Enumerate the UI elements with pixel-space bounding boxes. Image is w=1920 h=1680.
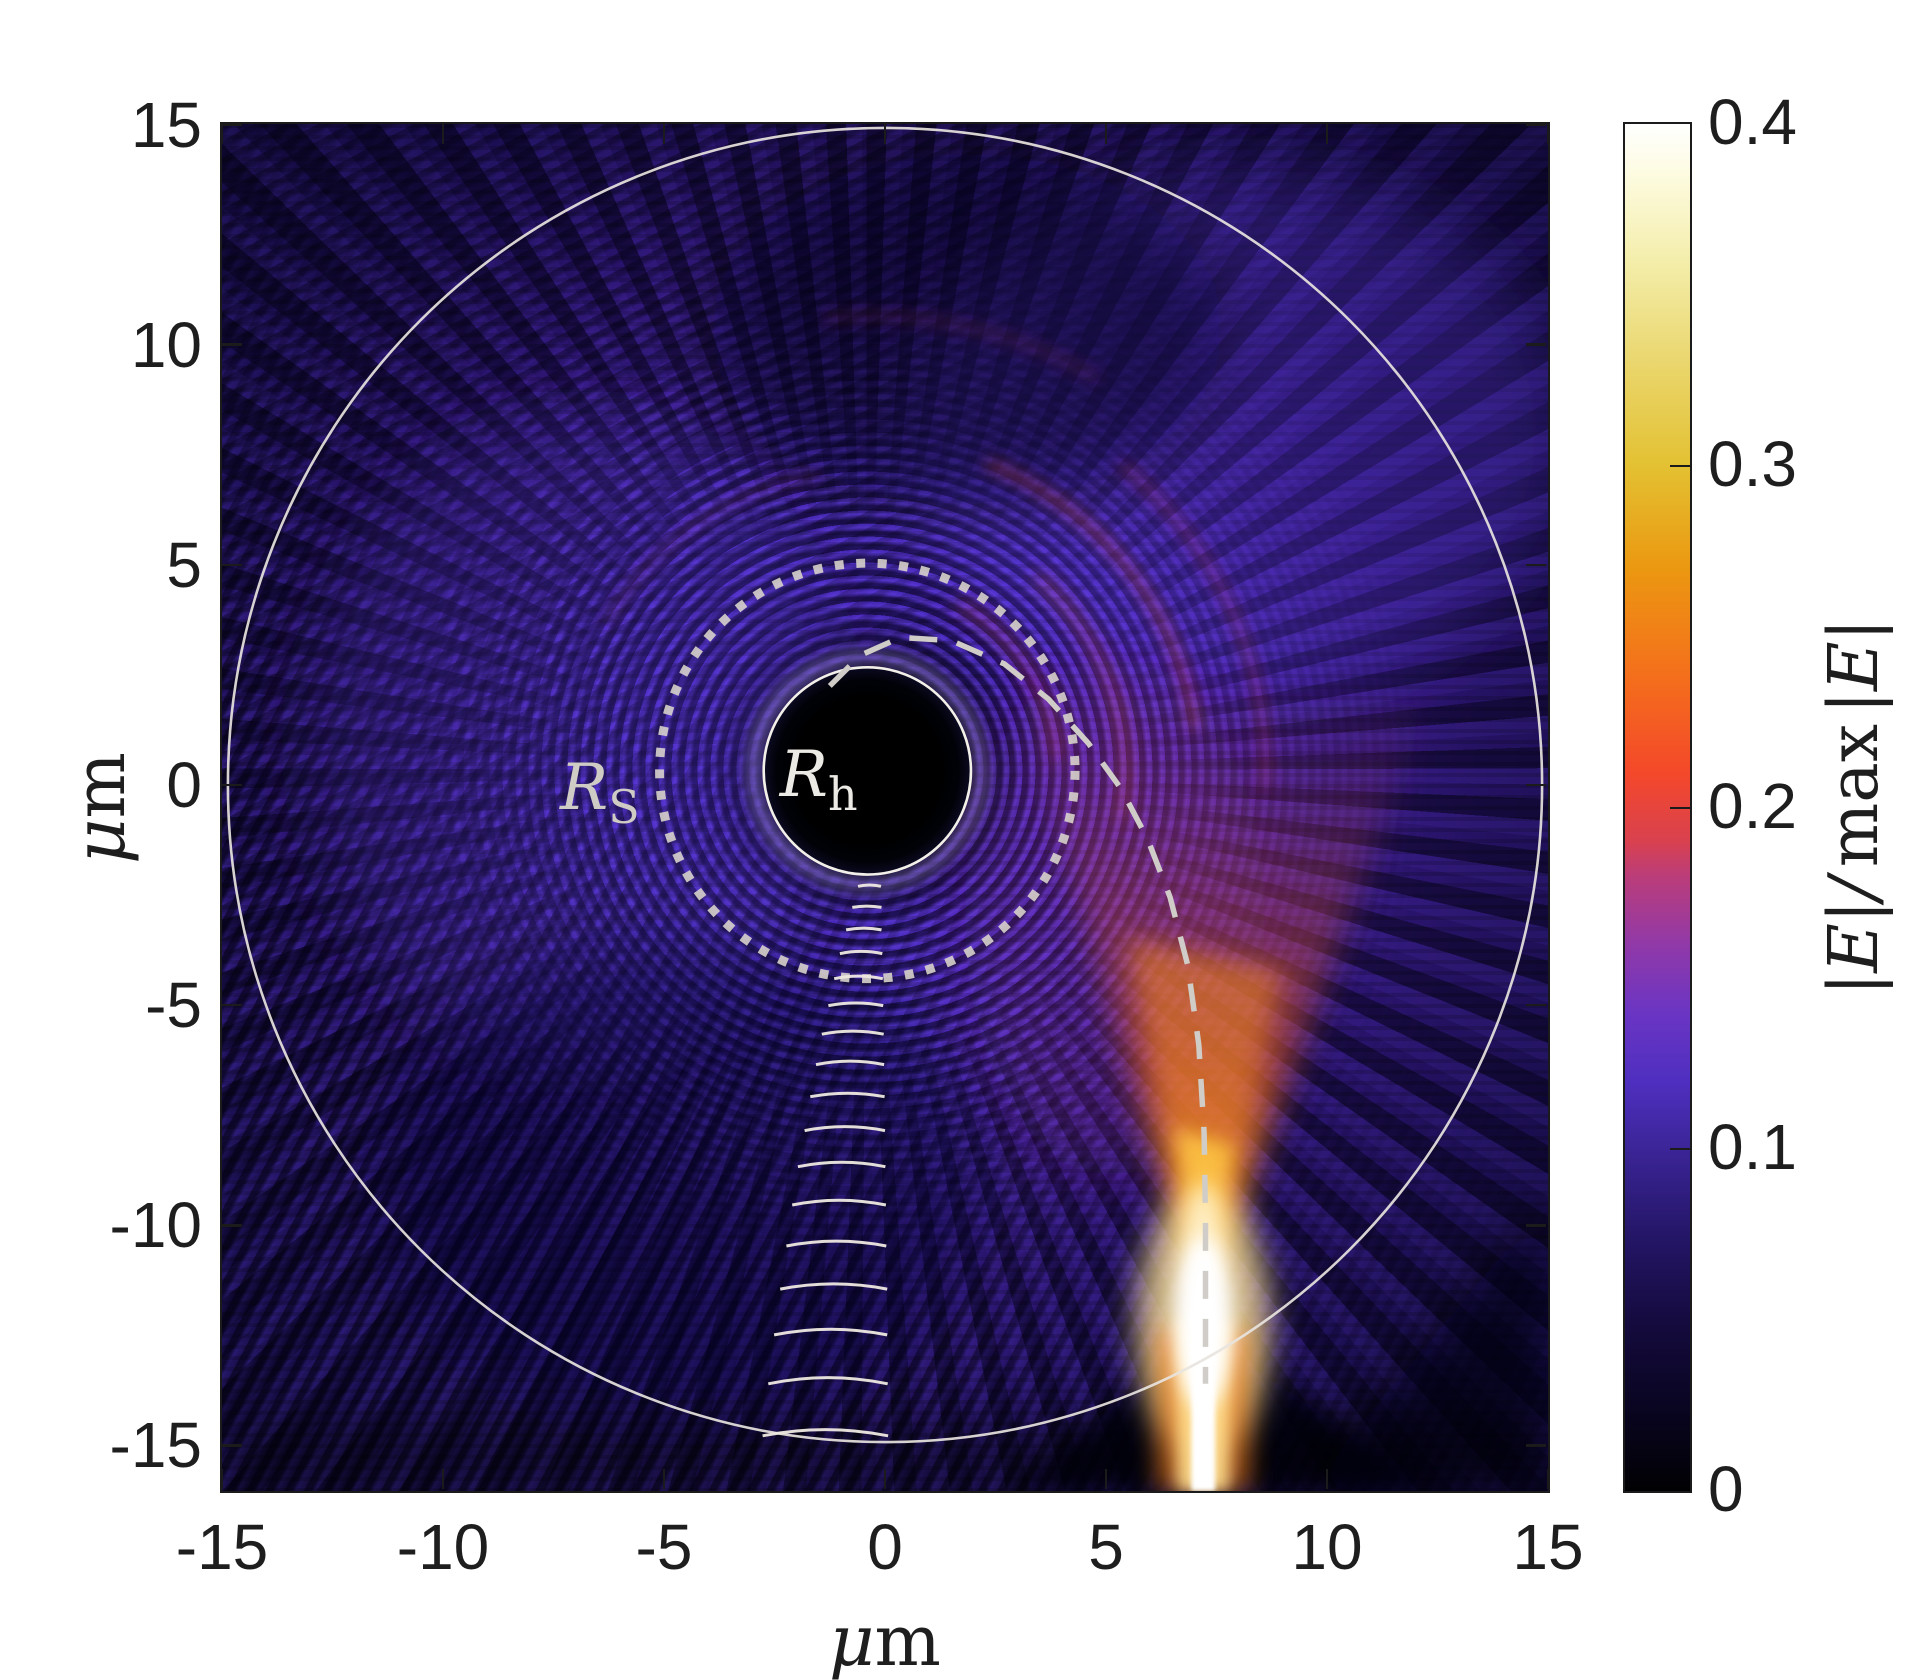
y-tick-mark [222,1444,242,1447]
y-tick-label: 10 [130,308,202,381]
x-tick-label: 5 [1088,1511,1124,1583]
colorbar-tick-label: 0.2 [1708,769,1797,842]
x-tick-mark-top [1325,124,1329,144]
wavefront-lines [762,883,889,1438]
x-tick-mark [1104,1469,1108,1489]
colorbar-tick-label: 0.3 [1708,427,1797,500]
y-tick-mark [222,343,242,346]
y-axis-label-mu: μ [59,818,141,864]
x-tick-mark-top [222,124,224,144]
x-tick-mark [1546,1469,1548,1489]
x-tick-label: -15 [175,1511,269,1583]
x-axis-label: μm [735,1596,1035,1680]
y-tick-mark [222,563,242,567]
y-tick-mark-right [1526,1224,1546,1227]
colorbar [1623,122,1692,1493]
x-tick-label: -10 [396,1511,490,1583]
x-tick-mark-top [883,124,887,144]
x-axis-label-unit: m [874,1600,941,1680]
y-tick-mark-right [1526,563,1546,567]
colorbar-tick-mark [1670,806,1690,810]
colorbar-tick-mark [1670,1147,1690,1151]
y-tick-mark-right [1526,1444,1546,1447]
y-tick-mark-right [1526,783,1546,787]
x-tick-mark-top [1104,124,1108,144]
colorbar-tick-label: 0.4 [1708,86,1797,158]
x-tick-mark [662,1469,666,1489]
x-tick-mark [441,1469,445,1489]
y-tick-mark-right [1526,343,1546,346]
colorbar-tick-mark [1670,464,1690,468]
x-axis-label-mu: μ [829,1600,875,1680]
x-tick-mark [883,1469,887,1489]
y-tick-label: -15 [109,1409,203,1482]
x-tick-label: 0 [867,1511,903,1583]
x-tick-label: 10 [1291,1511,1363,1583]
y-tick-mark-right [1526,124,1546,126]
x-tick-mark [1325,1469,1329,1489]
x-tick-label: 15 [1512,1511,1584,1583]
x-tick-mark-top [662,124,666,144]
ray-dashed-path [827,634,1209,1384]
colorbar-tick-label: 0.1 [1708,1111,1797,1184]
y-tick-mark [222,783,242,787]
x-tick-mark-top [1546,124,1548,144]
y-tick-mark [222,1224,242,1227]
x-tick-mark [222,1469,224,1489]
y-tick-label: -5 [145,969,202,1042]
y-tick-mark [222,1003,242,1007]
schwarzschild-circle [655,558,1080,984]
y-tick-label: 15 [130,88,202,161]
y-tick-label: 5 [166,528,202,601]
plot-overlay-svg: RS Rh [222,126,1548,1491]
y-tick-mark [222,124,242,126]
y-tick-label: 0 [166,749,202,821]
colorbar-label-lhs: |E|/ [1815,877,1894,996]
x-tick-mark-top [441,124,445,144]
y-tick-mark-right [1526,1003,1546,1007]
colorbar-label-rhs: |E| [1815,618,1894,714]
x-tick-label: -5 [635,1511,693,1583]
heatmap-plot-area: RS Rh [220,122,1550,1493]
colorbar-tick-label: 0 [1708,1453,1744,1525]
y-tick-label: -10 [109,1189,203,1262]
